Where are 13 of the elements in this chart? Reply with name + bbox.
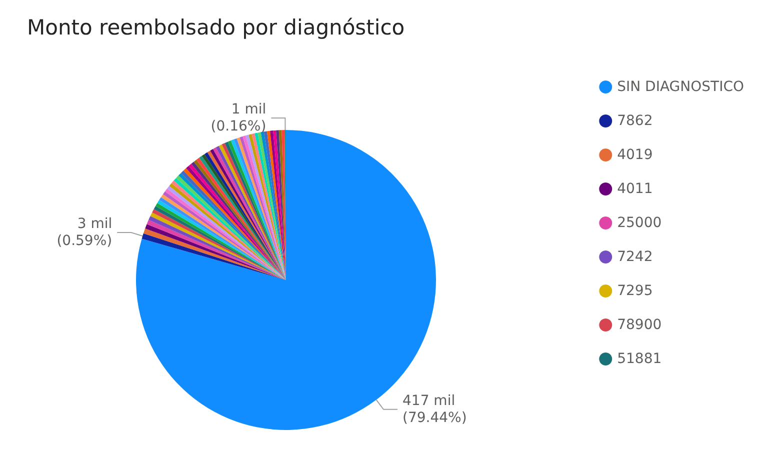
legend-label: 4011	[617, 181, 653, 197]
legend-label: SIN DIAGNOSTICO	[617, 79, 744, 95]
legend-label: 7295	[617, 283, 653, 299]
legend-label: 78900	[617, 317, 662, 333]
legend-label: 51881	[617, 351, 662, 367]
chart-title: Monto reembolsado por diagnóstico	[27, 16, 405, 40]
data-label: 3 mil (0.59%)	[56, 216, 112, 250]
legend-label: 25000	[617, 215, 662, 231]
legend-label: 7862	[617, 113, 653, 129]
data-label: 1 mil (0.16%)	[210, 102, 266, 134]
legend-label: 4019	[617, 147, 653, 163]
legend-label: 7242	[617, 249, 653, 265]
data-label: 417 mil (79.44%)	[402, 392, 467, 426]
